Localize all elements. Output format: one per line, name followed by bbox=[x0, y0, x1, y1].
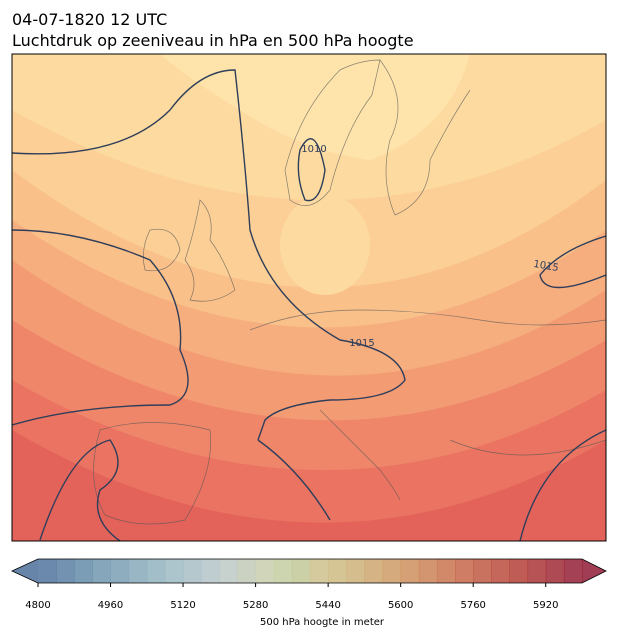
colorbar-extend bbox=[12, 559, 38, 583]
coastlines bbox=[93, 59, 606, 525]
colorbar-segment bbox=[346, 559, 365, 583]
colorbar-tick-label: 4800 bbox=[25, 600, 50, 611]
map-area: 1010 1015 1015 bbox=[12, 54, 606, 541]
colorbar-tick-label: 5280 bbox=[243, 600, 268, 611]
colorbar-segment bbox=[400, 559, 420, 583]
colorbar-segment bbox=[237, 559, 257, 583]
map-frame bbox=[11, 53, 607, 542]
colorbar-segment bbox=[545, 559, 565, 583]
colorbar-segment bbox=[436, 559, 456, 583]
colorbar-segment bbox=[563, 559, 583, 583]
band bbox=[160, 54, 470, 160]
colorbar-segment bbox=[491, 559, 510, 583]
colorbar: 4800 4960 5120 5280 5440 5600 5760 5920 bbox=[11, 558, 607, 611]
title: 04-07-1820 12 UTC bbox=[12, 10, 167, 29]
colorbar-segment bbox=[418, 559, 438, 583]
colorbar-segment bbox=[455, 559, 474, 583]
colorbar-segment bbox=[164, 559, 184, 583]
colorbar-segment bbox=[382, 559, 402, 583]
colorbar-segment bbox=[92, 559, 112, 583]
colorbar-segment bbox=[527, 559, 547, 583]
colorbar-tick-label: 4960 bbox=[98, 600, 123, 611]
isobars bbox=[12, 69, 606, 541]
colorbar-segment bbox=[273, 559, 293, 583]
colorbar-tick-label: 5920 bbox=[533, 600, 558, 611]
colorbar-segment bbox=[38, 559, 57, 583]
colorbar-segment bbox=[128, 559, 148, 583]
colorbar-tick-label: 5440 bbox=[315, 600, 340, 611]
colorbar-segment bbox=[183, 559, 202, 583]
colorbar-segment bbox=[219, 559, 238, 583]
colorbar-segment bbox=[146, 559, 166, 583]
subtitle: Luchtdruk op zeeniveau in hPa en 500 hPa… bbox=[12, 31, 414, 50]
colorbar-segment bbox=[291, 559, 311, 583]
colorbar-segment bbox=[74, 559, 93, 583]
colorbar-extend bbox=[582, 559, 606, 583]
colorbar-segment bbox=[328, 559, 347, 583]
colorbar-tick-label: 5120 bbox=[170, 600, 195, 611]
colorbar-tick-label: 5600 bbox=[388, 600, 413, 611]
contour-label: 1010 bbox=[301, 144, 326, 155]
colorbar-segment bbox=[509, 559, 529, 583]
contour-label: 1015 bbox=[349, 338, 374, 349]
colorbar-outline bbox=[11, 558, 607, 584]
colorbar-label: 500 hPa hoogte in meter bbox=[260, 617, 385, 628]
colorbar-segment bbox=[201, 559, 220, 583]
colorbar-segment bbox=[473, 559, 492, 583]
colorbar-tick-label: 5760 bbox=[460, 600, 485, 611]
colorbar-segment bbox=[110, 559, 130, 583]
colorbar-segment bbox=[364, 559, 384, 583]
colorbar-segment bbox=[310, 559, 329, 583]
colorbar-segment bbox=[56, 559, 75, 583]
band bbox=[280, 195, 370, 295]
colorbar-segment bbox=[255, 559, 275, 583]
contour-label: 1015 bbox=[532, 259, 559, 274]
